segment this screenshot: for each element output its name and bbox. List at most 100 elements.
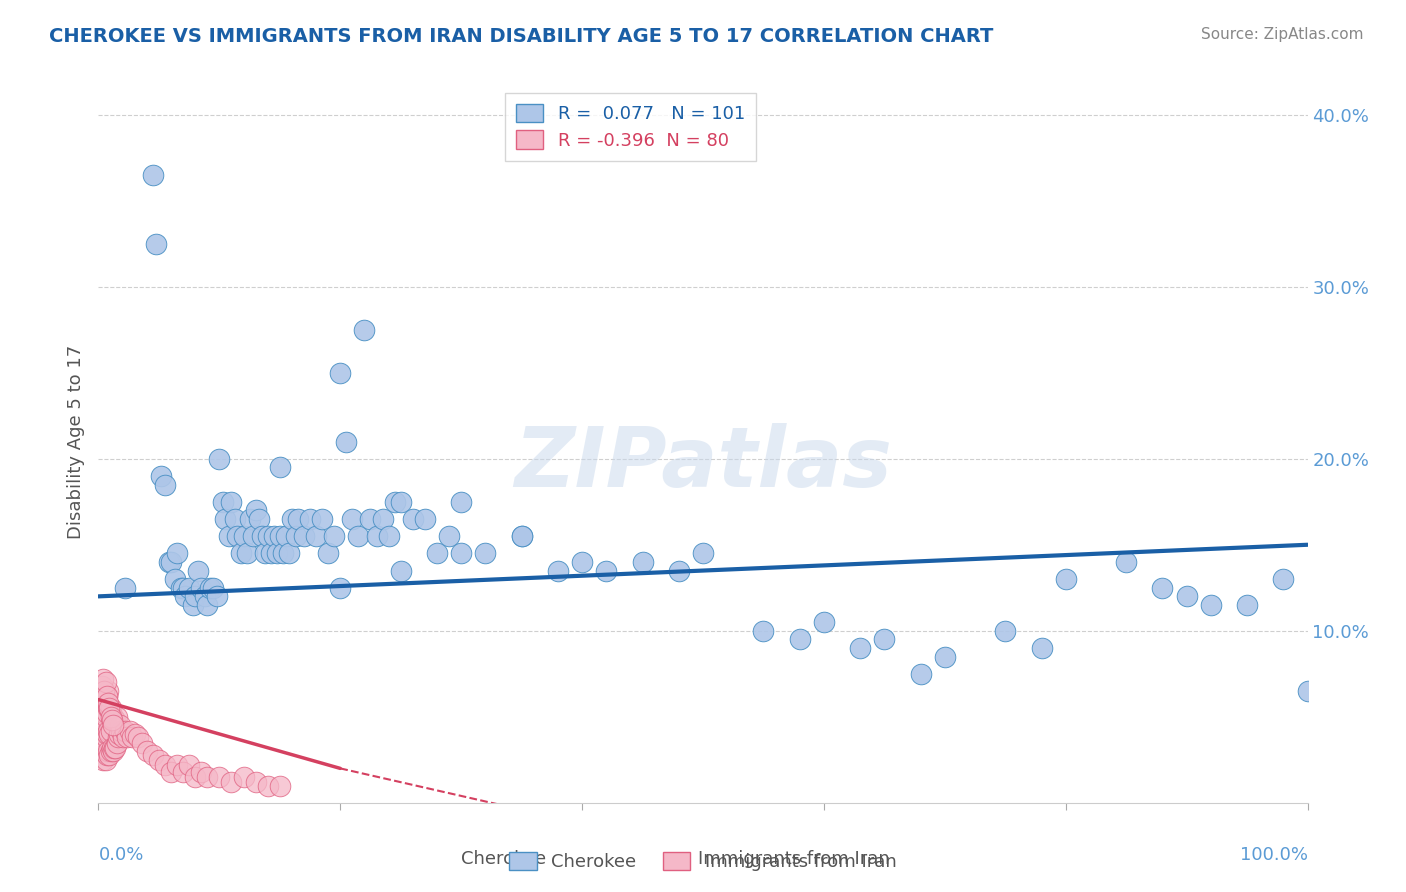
Point bbox=[97, 701, 120, 715]
Point bbox=[166, 546, 188, 560]
Point bbox=[111, 731, 134, 745]
Point bbox=[187, 564, 209, 578]
Point bbox=[142, 168, 165, 182]
Legend: Cherokee, Immigrants from Iran: Cherokee, Immigrants from Iran bbox=[502, 845, 904, 879]
Point bbox=[347, 529, 370, 543]
Point bbox=[1296, 684, 1319, 698]
Point bbox=[160, 555, 183, 569]
Point bbox=[157, 555, 180, 569]
Point bbox=[145, 236, 167, 251]
Point bbox=[101, 718, 124, 732]
Point bbox=[91, 731, 114, 745]
Point bbox=[266, 546, 288, 560]
Point bbox=[284, 529, 307, 543]
Point bbox=[100, 740, 122, 755]
Point bbox=[335, 434, 357, 449]
Point bbox=[150, 469, 173, 483]
Point bbox=[153, 758, 176, 772]
Point bbox=[181, 598, 204, 612]
Point bbox=[135, 744, 157, 758]
Point bbox=[389, 564, 412, 578]
Point bbox=[105, 710, 128, 724]
Point bbox=[299, 512, 322, 526]
Point bbox=[360, 512, 382, 526]
Point bbox=[148, 753, 170, 767]
Point bbox=[169, 581, 191, 595]
Point bbox=[198, 581, 221, 595]
Text: Immigrants from Iran: Immigrants from Iran bbox=[697, 850, 890, 868]
Point bbox=[910, 666, 932, 681]
Point bbox=[142, 747, 165, 762]
Point bbox=[190, 764, 212, 779]
Point bbox=[292, 529, 315, 543]
Point bbox=[94, 692, 117, 706]
Point bbox=[93, 723, 115, 738]
Point bbox=[813, 615, 835, 630]
Point bbox=[245, 503, 267, 517]
Point bbox=[571, 555, 593, 569]
Point bbox=[172, 581, 194, 595]
Point bbox=[89, 727, 111, 741]
Point bbox=[163, 572, 186, 586]
Point bbox=[114, 581, 136, 595]
Point bbox=[104, 713, 127, 727]
Point bbox=[118, 723, 141, 738]
Point bbox=[100, 723, 122, 738]
Point bbox=[94, 675, 117, 690]
Point bbox=[103, 740, 125, 755]
Point bbox=[91, 679, 114, 693]
Text: Cherokee: Cherokee bbox=[461, 850, 546, 868]
Point bbox=[849, 640, 872, 655]
Point bbox=[384, 494, 406, 508]
Point bbox=[96, 689, 118, 703]
Point bbox=[184, 770, 207, 784]
Text: 0.0%: 0.0% bbox=[98, 847, 143, 864]
Point bbox=[179, 581, 201, 595]
Point bbox=[107, 731, 129, 745]
Point bbox=[90, 718, 112, 732]
Point bbox=[510, 529, 533, 543]
Text: 100.0%: 100.0% bbox=[1240, 847, 1308, 864]
Point bbox=[260, 546, 283, 560]
Point bbox=[153, 477, 176, 491]
Point bbox=[450, 546, 472, 560]
Point bbox=[450, 494, 472, 508]
Point bbox=[172, 764, 194, 779]
Point bbox=[256, 779, 278, 793]
Point bbox=[184, 590, 207, 604]
Point bbox=[91, 744, 114, 758]
Point bbox=[96, 747, 118, 762]
Point bbox=[96, 706, 118, 721]
Point bbox=[377, 529, 399, 543]
Point bbox=[98, 727, 121, 741]
Text: Source: ZipAtlas.com: Source: ZipAtlas.com bbox=[1201, 27, 1364, 42]
Point bbox=[245, 775, 267, 789]
Point bbox=[97, 696, 120, 710]
Point bbox=[124, 727, 146, 741]
Point bbox=[94, 753, 117, 767]
Point bbox=[281, 512, 304, 526]
Point bbox=[93, 684, 115, 698]
Point bbox=[269, 529, 291, 543]
Point bbox=[96, 727, 118, 741]
Point bbox=[329, 366, 352, 380]
Point bbox=[221, 775, 243, 789]
Point bbox=[311, 512, 333, 526]
Point bbox=[202, 581, 225, 595]
Point bbox=[91, 701, 114, 715]
Point bbox=[91, 710, 114, 724]
Point bbox=[1199, 598, 1222, 612]
Point bbox=[873, 632, 896, 647]
Point bbox=[114, 723, 136, 738]
Y-axis label: Disability Age 5 to 17: Disability Age 5 to 17 bbox=[66, 344, 84, 539]
Point bbox=[631, 555, 654, 569]
Point bbox=[366, 529, 388, 543]
Point bbox=[101, 744, 124, 758]
Point bbox=[94, 710, 117, 724]
Point bbox=[274, 529, 297, 543]
Point bbox=[269, 460, 291, 475]
Point bbox=[205, 590, 228, 604]
Point bbox=[316, 546, 339, 560]
Point bbox=[98, 747, 121, 762]
Point bbox=[437, 529, 460, 543]
